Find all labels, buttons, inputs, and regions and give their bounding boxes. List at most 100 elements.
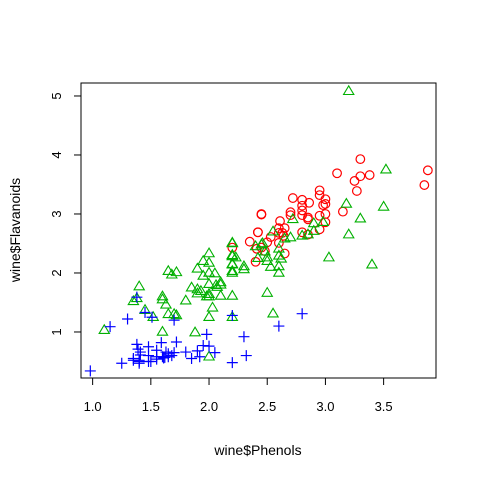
data-point	[318, 200, 328, 211]
data-point	[238, 331, 250, 343]
data-point	[237, 262, 251, 274]
x-tick-label: 1.5	[142, 399, 160, 414]
data-point	[320, 199, 331, 209]
data-point	[202, 310, 216, 322]
data-point	[156, 293, 169, 304]
data-point	[179, 294, 192, 305]
data-point	[237, 260, 251, 271]
data-point	[226, 236, 239, 247]
data-point	[208, 267, 221, 278]
data-point	[134, 349, 146, 361]
data-point	[202, 287, 216, 299]
data-point	[355, 154, 366, 165]
data-point	[275, 216, 285, 226]
data-point	[170, 265, 183, 277]
data-point	[155, 337, 167, 349]
data-point	[240, 350, 252, 362]
data-point	[202, 247, 216, 258]
data-point	[201, 328, 213, 340]
data-point	[303, 212, 313, 223]
data-point	[226, 289, 239, 300]
data-point	[287, 193, 298, 203]
data-point	[265, 232, 276, 242]
data-point	[170, 308, 183, 320]
data-point	[349, 176, 360, 186]
data-point	[261, 286, 274, 297]
data-point	[191, 345, 203, 357]
data-point	[307, 216, 320, 228]
data-point	[314, 185, 325, 196]
data-point	[147, 310, 160, 322]
data-point	[158, 352, 170, 364]
data-point	[297, 205, 308, 216]
data-point	[342, 84, 355, 96]
data-point	[143, 341, 155, 353]
data-point	[284, 231, 297, 242]
y-tick-label: 5	[49, 92, 64, 99]
data-point	[226, 249, 239, 261]
data-point	[322, 251, 336, 262]
data-point	[226, 264, 239, 276]
data-point	[206, 301, 219, 312]
data-point	[285, 210, 296, 221]
data-point	[379, 163, 393, 174]
data-point	[229, 251, 242, 262]
x-tick-label: 2.0	[200, 399, 218, 414]
data-point	[332, 168, 342, 179]
data-point	[185, 281, 198, 292]
data-point	[320, 194, 331, 205]
x-tick-label: 2.5	[258, 399, 276, 414]
data-point	[116, 357, 128, 369]
data-point	[256, 237, 269, 248]
data-point	[422, 165, 433, 176]
data-point	[127, 294, 140, 306]
y-tick-label: 2	[49, 269, 64, 276]
data-point	[340, 197, 353, 208]
data-points	[84, 84, 433, 377]
data-point	[261, 254, 274, 265]
data-point	[191, 262, 204, 273]
y-tick-label: 3	[49, 210, 64, 217]
data-point	[151, 353, 163, 365]
data-point	[317, 215, 330, 227]
data-point	[131, 291, 143, 303]
data-point	[104, 321, 116, 333]
data-point	[307, 224, 320, 235]
data-point	[244, 236, 255, 247]
data-point	[197, 340, 209, 352]
data-point	[162, 307, 175, 319]
data-point	[226, 258, 239, 269]
data-point	[226, 266, 239, 277]
data-point	[355, 171, 366, 182]
data-point	[296, 308, 308, 320]
data-point	[354, 212, 367, 223]
data-point	[364, 170, 375, 180]
data-point	[145, 355, 157, 367]
data-point	[180, 346, 192, 358]
data-point	[131, 338, 143, 350]
data-point	[200, 290, 213, 301]
data-point	[165, 268, 178, 279]
data-point	[377, 200, 390, 211]
y-axis: 1 2 3 4 5	[49, 92, 82, 336]
data-point	[286, 212, 299, 224]
data-point	[84, 365, 96, 377]
data-point	[197, 269, 210, 280]
data-point	[272, 242, 285, 253]
x-tick-label: 3.5	[375, 399, 393, 414]
data-point	[251, 251, 265, 263]
data-point	[258, 245, 271, 256]
data-point	[301, 228, 315, 239]
y-axis-label: wine$Flavanoids	[7, 178, 23, 283]
data-point	[188, 326, 202, 337]
data-point	[272, 260, 285, 271]
data-point	[168, 314, 180, 326]
data-point	[170, 336, 182, 348]
plot-frame	[80, 82, 437, 379]
data-point	[214, 275, 227, 287]
data-point	[351, 186, 362, 196]
data-point	[156, 290, 169, 301]
data-point	[264, 260, 277, 271]
data-point	[146, 311, 158, 323]
data-point	[314, 210, 325, 221]
